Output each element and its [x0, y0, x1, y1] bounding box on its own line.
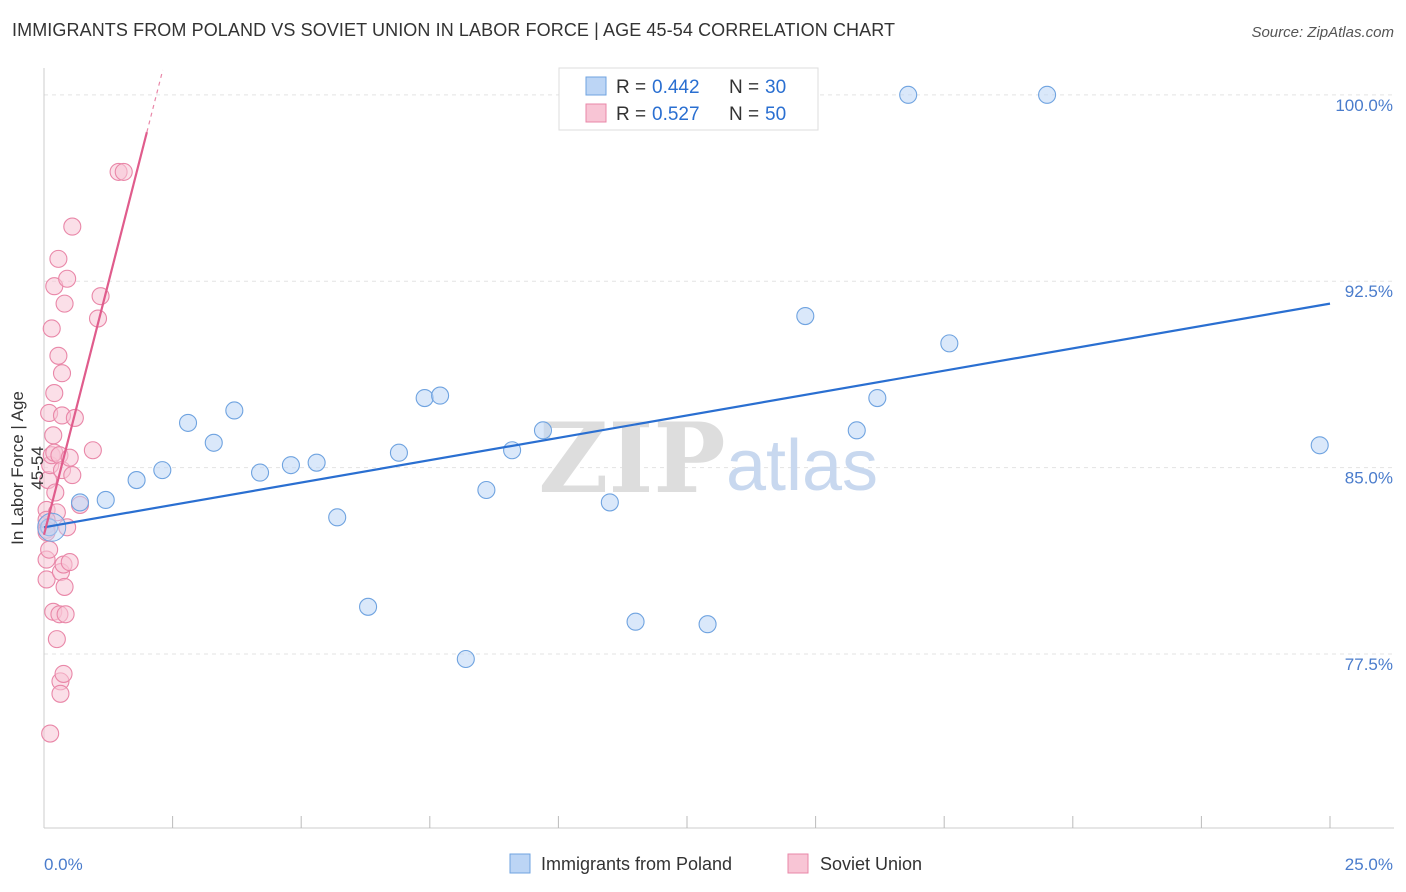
poland-point — [127, 471, 146, 490]
y-tick-label: 85.0% — [1345, 469, 1393, 488]
soviet-union-point — [63, 217, 82, 236]
legend-r-value-2: 0.527 — [652, 104, 700, 125]
soviet-union-point — [55, 577, 74, 596]
soviet-union-point — [41, 724, 60, 743]
soviet-union-point — [83, 441, 102, 460]
legend-swatch-blue — [585, 76, 607, 96]
soviet-union-point — [45, 384, 64, 403]
legend-bottom-swatch-pink — [787, 853, 809, 874]
legend-n-label-1: N = — [729, 77, 759, 98]
soviet-union-point — [56, 605, 75, 624]
poland-point — [698, 615, 717, 634]
legend-n-label-2: N = — [729, 104, 759, 125]
poland-point — [940, 334, 959, 353]
poland-point — [1038, 85, 1057, 104]
poland-point — [178, 413, 198, 432]
legend-n-value-2: 50 — [765, 104, 786, 125]
y-tick-labels: 77.5% 85.0% 92.5% 100.0% — [1335, 96, 1393, 674]
poland-point — [796, 306, 815, 326]
x-tick-label-max: 25.0% — [1345, 855, 1393, 874]
poland-point — [1310, 436, 1329, 455]
legend-swatch-pink — [585, 103, 607, 123]
soviet-union-point — [114, 162, 133, 181]
poland-point — [153, 461, 172, 480]
series-soviet-union — [37, 162, 133, 743]
source-label: Source: ZipAtlas.com — [1251, 24, 1394, 41]
poland-point — [456, 649, 475, 669]
legend-series: Immigrants from Poland Soviet Union — [509, 853, 922, 874]
poland-point — [389, 443, 408, 462]
soviet-union-point — [55, 294, 74, 313]
poland-point — [899, 85, 918, 104]
y-tick-label: 92.5% — [1345, 282, 1393, 301]
watermark-zip: ZIP — [538, 402, 725, 515]
poland-point — [307, 453, 326, 472]
poland-point — [847, 421, 866, 440]
poland-point — [477, 480, 496, 500]
legend-bottom-label-blue: Immigrants from Poland — [541, 854, 732, 874]
watermark: ZIP atlas — [538, 402, 878, 515]
soviet-union-point — [49, 346, 68, 365]
chart-title: IMMIGRANTS FROM POLAND VS SOVIET UNION I… — [12, 20, 896, 40]
legend-bottom-label-pink: Soviet Union — [820, 854, 922, 874]
soviet-union-point — [60, 553, 79, 572]
soviet-union-point — [54, 664, 73, 683]
legend-r-value-1: 0.442 — [652, 77, 700, 98]
soviet-union-point — [49, 249, 68, 268]
legend-bottom-swatch-blue — [509, 853, 531, 874]
soviet-union-point — [63, 466, 82, 485]
soviet-union-point — [52, 364, 72, 383]
poland-point — [626, 612, 645, 631]
poland-point — [415, 389, 434, 408]
legend-r-label-1: R = — [616, 77, 646, 98]
poland-point — [600, 493, 619, 512]
soviet-union-point — [42, 319, 61, 338]
poland-point — [328, 508, 347, 527]
trend-lines — [42, 69, 1331, 536]
gridlines — [44, 94, 1394, 655]
x-tick-labels: 0.0% 25.0% — [44, 855, 1393, 874]
y-tick-label: 100.0% — [1335, 96, 1393, 115]
legend-stats: R = 0.442 N = 30 R = 0.527 N = 50 — [558, 67, 819, 131]
soviet-union-point — [51, 684, 70, 703]
poland-point — [70, 493, 90, 512]
axes — [43, 68, 1394, 829]
soviet-union-point — [58, 269, 77, 288]
poland-point — [281, 456, 300, 475]
trend-line-soviet-union — [42, 131, 148, 536]
poland-point — [431, 386, 450, 405]
x-tick-label-min: 0.0% — [44, 855, 83, 874]
soviet-union-point — [37, 570, 56, 589]
poland-point — [225, 401, 244, 420]
poland-point — [250, 463, 270, 482]
poland-point — [204, 433, 223, 452]
y-tick-label: 77.5% — [1345, 655, 1393, 674]
legend-r-label-2: R = — [616, 104, 646, 125]
poland-point — [868, 389, 887, 408]
poland-point — [96, 490, 115, 509]
poland-point — [359, 597, 378, 616]
trend-line-soviet-union-extension — [146, 69, 164, 133]
trend-line-poland — [43, 302, 1331, 529]
y-axis-title: In Labor Force | Age 45-54 — [8, 391, 47, 545]
series-immigrants-from-poland — [37, 85, 1329, 669]
watermark-atlas: atlas — [726, 426, 878, 506]
legend-n-value-1: 30 — [765, 77, 786, 98]
soviet-union-point — [47, 630, 66, 649]
poland-point — [533, 421, 553, 440]
